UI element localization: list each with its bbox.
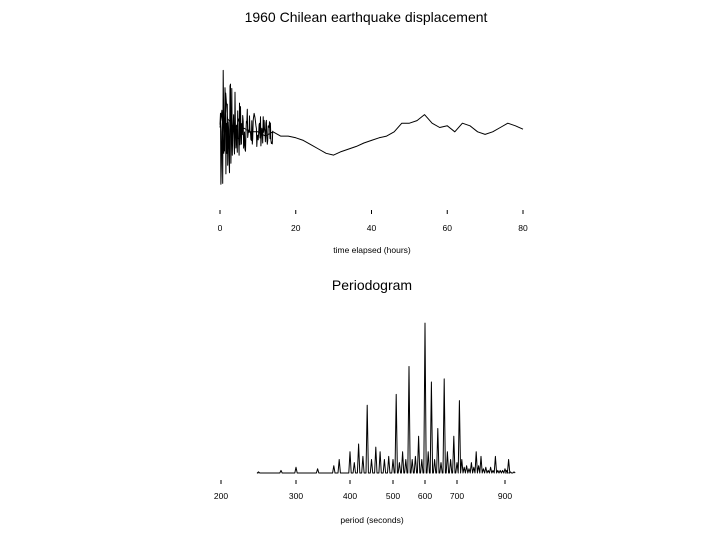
x-tick-label: 60 xyxy=(443,223,453,233)
periodogram-panel: Periodogram 200 300 400 500 600 700 900 period… xyxy=(214,277,516,525)
displacement-panel: 1960 Chilean earthquake displacement 0 20… xyxy=(218,9,528,255)
periodogram-x-axis: 200 300 400 500 600 700 900 xyxy=(214,480,512,501)
periodogram-trace xyxy=(256,322,516,474)
displacement-x-axis-label: time elapsed (hours) xyxy=(333,245,411,255)
x-tick-label: 40 xyxy=(367,223,377,233)
x-tick-label: 300 xyxy=(289,491,303,501)
x-tick-label: 700 xyxy=(450,491,464,501)
x-tick-label: 200 xyxy=(214,491,228,501)
periodogram-title: Periodogram xyxy=(332,277,412,293)
periodogram-x-axis-label: period (seconds) xyxy=(340,515,403,525)
x-tick-label: 600 xyxy=(418,491,432,501)
x-tick-label: 400 xyxy=(343,491,357,501)
displacement-title: 1960 Chilean earthquake displacement xyxy=(245,9,488,25)
x-tick-label: 0 xyxy=(218,223,223,233)
x-tick-label: 900 xyxy=(498,491,512,501)
displacement-x-axis: 0 20 40 60 80 xyxy=(218,210,528,233)
x-tick-label: 80 xyxy=(518,223,528,233)
x-tick-label: 20 xyxy=(291,223,301,233)
displacement-trace xyxy=(219,69,524,185)
x-tick-label: 500 xyxy=(386,491,400,501)
